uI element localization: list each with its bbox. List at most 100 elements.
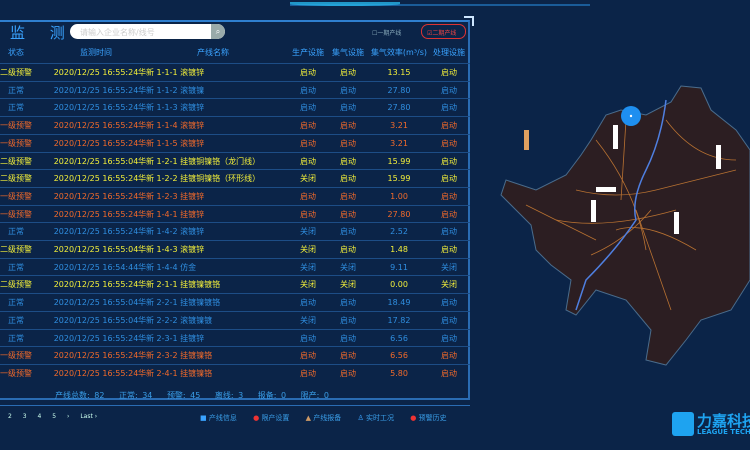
- table-row[interactable]: 二级预警 2020/12/25 16:55:24 华新 2-1-1 挂镀镍镀铬 关闭 关…: [0, 275, 470, 292]
- table-row[interactable]: 二级预警 2020/12/25 16:55:04 华新 1-4-3 滚镀锌 关闭 启动 1…: [0, 240, 470, 257]
- cell-efficiency: 2.52: [390, 227, 408, 237]
- cell-time: 2020/12/25 16:55:24: [53, 227, 139, 237]
- region-shape: [500, 85, 750, 366]
- cell-time: 2020/12/25 16:55:24: [53, 280, 139, 290]
- roads: [525, 119, 737, 311]
- cell-production: 关闭: [300, 280, 316, 290]
- cell-efficiency: 27.80: [387, 85, 411, 95]
- cell-time: 2020/12/25 16:55:24: [53, 333, 139, 343]
- table-row[interactable]: 正常 2020/12/25 16:55:04 华新 2-2-2 滚镀镍镀 关闭 启动 17…: [0, 310, 470, 328]
- table-row[interactable]: 二级预警 2020/12/25 16:55:24 华新 1-1-1 滚镀锌 启动 启动 1…: [0, 63, 470, 80]
- cell-efficiency: 27.80: [387, 209, 411, 219]
- cell-line-name: 华新 1-4-2 滚镀锌: [138, 227, 205, 237]
- cell-status: 正常: [8, 227, 24, 237]
- cell-gas-collection: 关闭: [340, 262, 356, 272]
- cell-line-name: 华新 2-3-2 挂镀镍铬: [138, 351, 213, 361]
- cell-time: 2020/12/25 16:55:24: [53, 351, 139, 361]
- cell-status: 二级预警: [0, 156, 32, 166]
- cell-efficiency: 1.00: [390, 191, 408, 201]
- cell-treatment: 启动: [441, 103, 457, 113]
- col-production: 生产设施: [292, 48, 324, 57]
- cell-status: 正常: [8, 315, 24, 325]
- logo-subtitle: LEAGUE TECH: [697, 428, 750, 436]
- legend-history[interactable]: ● 预警历史: [410, 414, 446, 422]
- cell-efficiency: 17.82: [387, 315, 411, 325]
- warning-icon: ▲: [305, 414, 312, 422]
- cell-line-name: 华新 1-1-3 滚镀锌: [138, 103, 205, 113]
- cell-status: 一级预警: [0, 138, 32, 148]
- legend-line-info[interactable]: ■ 产线信息: [200, 414, 237, 422]
- stat-normal: 正常: 34: [118, 391, 153, 400]
- region-map[interactable]: [496, 80, 750, 370]
- cell-line-name: 华新 2-3-1 挂镀锌: [138, 333, 205, 343]
- cell-time: 2020/12/25 16:55:04: [53, 315, 139, 325]
- table-row[interactable]: 正常 2020/12/25 16:55:24 华新 1-1-3 滚镀锌 启动 启动 27.…: [0, 98, 470, 115]
- search-icon[interactable]: ⌕: [211, 24, 225, 39]
- cell-gas-collection: 启动: [340, 351, 356, 361]
- table-row[interactable]: 二级预警 2020/12/25 16:55:04 华新 1-2-1 挂镀铜镍铬（龙门…: [0, 151, 470, 169]
- page-5[interactable]: 5: [52, 413, 57, 420]
- cell-time: 2020/12/25 16:55:24: [53, 85, 139, 95]
- table-row[interactable]: 一级预警 2020/12/25 16:55:24 华新 1-4-1 挂镀锌 启动 启动 2…: [0, 204, 470, 222]
- cell-production: 启动: [300, 209, 316, 219]
- cell-production: 启动: [300, 85, 316, 95]
- search-input[interactable]: 请输入企业名称/线号 ⌕: [70, 24, 225, 39]
- table-row[interactable]: 二级预警 2020/12/25 16:55:24 华新 1-2-2 挂镀铜镍铬（环形…: [0, 169, 470, 186]
- cell-production: 关闭: [300, 315, 316, 325]
- legend-limit[interactable]: ● 限产设置: [253, 414, 289, 422]
- cell-status: 二级预警: [0, 174, 32, 184]
- cell-efficiency: 18.49: [387, 298, 411, 308]
- filter-phase-1[interactable]: ☐一期产线: [372, 30, 402, 37]
- cell-gas-collection: 启动: [340, 121, 356, 131]
- cell-gas-collection: 启动: [340, 298, 356, 308]
- cell-status: 一级预警: [0, 191, 32, 201]
- cell-gas-collection: 启动: [340, 138, 356, 148]
- table-row[interactable]: 正常 2020/12/25 16:55:24 华新 2-3-1 挂镀锌 启动 启动 6.5…: [0, 328, 470, 346]
- stats-bar: 产线总数: 82 正常: 34 预警: 45 离线: 3 报备: 0 限产: 0: [55, 390, 339, 401]
- cell-production: 启动: [300, 68, 316, 77]
- cell-production: 关闭: [300, 245, 316, 254]
- table-row[interactable]: 一级预警 2020/12/25 16:55:24 华新 1-1-4 滚镀锌 启动 启动 3…: [0, 116, 470, 133]
- pagination: 2 3 4 5 › Last ›: [8, 413, 106, 420]
- cell-treatment: 启动: [441, 174, 457, 184]
- last-page[interactable]: Last ›: [80, 413, 98, 420]
- page-2[interactable]: 2: [8, 413, 12, 420]
- cell-efficiency: 15.99: [387, 174, 411, 184]
- cell-line-name: 华新 2-2-1 挂镀镍镀铬: [138, 298, 221, 308]
- cell-line-name: 华新 1-2-1 挂镀铜镍铬（龙门线）: [138, 156, 261, 166]
- page-4[interactable]: 4: [37, 413, 42, 420]
- page-3[interactable]: 3: [22, 413, 27, 420]
- cell-efficiency: 1.48: [390, 245, 408, 254]
- legend-report[interactable]: ▲ 产线报备: [306, 414, 342, 422]
- table-row[interactable]: 一级预警 2020/12/25 16:55:24 华新 1-1-5 滚镀锌 启动 启动 3…: [0, 133, 470, 151]
- cell-line-name: 华新 1-2-2 挂镀铜镍铬（环形线）: [138, 174, 261, 184]
- cell-status: 一级预警: [0, 121, 32, 131]
- next-page[interactable]: ›: [67, 413, 70, 420]
- cell-treatment: 启动: [441, 315, 457, 325]
- cell-time: 2020/12/25 16:54:44: [53, 262, 139, 272]
- col-status: 状态: [8, 48, 24, 57]
- cell-production: 启动: [300, 191, 316, 201]
- stat-warning: 预警: 45: [166, 391, 201, 400]
- legend-label: 产线报备: [313, 414, 342, 422]
- table-row[interactable]: 正常 2020/12/25 16:55:04 华新 2-2-1 挂镀镍镀铬 启动 启动 1…: [0, 293, 470, 310]
- table-row[interactable]: 正常 2020/12/25 16:55:24 华新 1-1-2 滚镀镍 启动 启动 27.…: [0, 80, 470, 98]
- limit-icon: ●: [253, 414, 260, 422]
- cell-gas-collection: 启动: [340, 315, 356, 325]
- cell-line-name: 华新 1-1-4 滚镀锌: [138, 121, 205, 131]
- table-row[interactable]: 正常 2020/12/25 16:55:24 华新 1-4-2 滚镀锌 关闭 启动 2.5…: [0, 222, 470, 239]
- table-row[interactable]: 一级预警 2020/12/25 16:55:24 华新 1-2-3 挂镀锌 启动 启动 1…: [0, 186, 470, 204]
- cell-production: 启动: [300, 156, 316, 166]
- cell-time: 2020/12/25 16:55:24: [53, 174, 139, 184]
- cell-line-name: 华新 1-1-5 滚镀锌: [138, 138, 205, 148]
- legend-realtime[interactable]: ♙ 实时工况: [358, 414, 395, 422]
- table-row[interactable]: 一级预警 2020/12/25 16:55:24 华新 2-3-2 挂镀镍铬 启动 启动…: [0, 346, 470, 363]
- cell-time: 2020/12/25 16:55:04: [53, 156, 139, 166]
- history-icon: ●: [410, 414, 417, 422]
- table-row[interactable]: 正常 2020/12/25 16:54:44 华新 1-4-4 仿金 关闭 关闭 9.11…: [0, 257, 470, 275]
- filter-phase-2[interactable]: ☑二期产线: [421, 24, 466, 39]
- cell-gas-collection: 关闭: [340, 280, 356, 290]
- cell-status: 一级预警: [0, 351, 32, 361]
- cell-time: 2020/12/25 16:55:04: [53, 245, 139, 254]
- table-row[interactable]: 一级预警 2020/12/25 16:55:24 华新 2-4-1 挂镀镍铬 启动 启动…: [0, 363, 470, 381]
